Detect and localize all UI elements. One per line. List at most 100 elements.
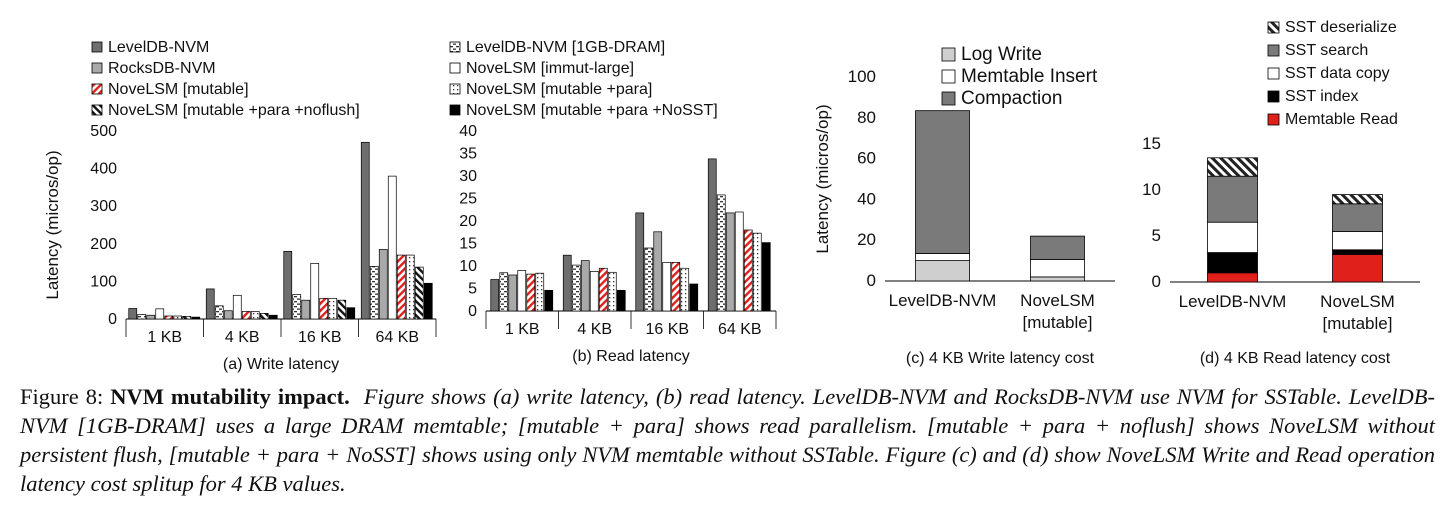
bar [653, 231, 663, 312]
bar [598, 267, 608, 312]
tick-label: 0 [108, 311, 117, 328]
bar [164, 315, 174, 320]
legend-left: LevelDB-NVM RocksDB-NVM NoveLSM [mutable] N… [91, 39, 360, 119]
bar [173, 315, 183, 320]
bar [562, 254, 572, 312]
bar [250, 311, 260, 320]
category-label: LevelDB-NVM [889, 291, 997, 310]
tick-label: 10 [1142, 180, 1161, 199]
chart-read-latency: 0 5 10 15 20 25 30 35 40 1 KB 4 KB 16 KB 64 KB (b) Re… [459, 123, 777, 365]
stacked-segment [1207, 221, 1258, 253]
legend-swatch [91, 62, 103, 74]
legend-swatch [941, 91, 956, 106]
legend-label: NoveLSM [immut-large] [466, 60, 634, 77]
stacked-segment [915, 260, 970, 282]
stacked-segment [1332, 194, 1383, 205]
category-label: 64 KB [718, 321, 762, 338]
legend-swatch [941, 69, 956, 84]
tick-label: 30 [459, 168, 477, 185]
bar [716, 194, 726, 312]
legend-label: SST deserialize [1285, 19, 1397, 36]
legend-swatch [449, 104, 461, 116]
tick-label: 40 [857, 189, 876, 208]
legend-label: Compaction [961, 88, 1062, 109]
panel-caption: (d) 4 KB Read latency cost [1200, 350, 1391, 367]
legend-swatch [449, 41, 461, 53]
tick-label: 35 [459, 146, 477, 163]
bar [535, 272, 545, 312]
bar [635, 212, 645, 312]
chart-write-latency-cost: 0 20 40 60 80 100 Latency (micros/op) LevelDB-N… [813, 44, 1115, 367]
legend-swatch [1267, 21, 1280, 34]
bar [580, 260, 590, 312]
legend-swatch [1267, 113, 1280, 126]
tick-label: 20 [459, 213, 477, 230]
figure-8: LevelDB-NVM RocksDB-NVM NoveLSM [mutable] N… [43, 19, 1420, 373]
stacked-segment [1030, 259, 1085, 278]
stacked-segment [1030, 276, 1085, 282]
stacked-segment [1030, 235, 1085, 260]
bar [155, 308, 165, 320]
category-label: 16 KB [645, 321, 689, 338]
legend-label: RocksDB-NVM [108, 60, 216, 77]
bar [405, 254, 415, 320]
legend-label: LevelDB-NVM [108, 39, 209, 56]
legend-label: SST search [1285, 42, 1368, 59]
tick-label: 10 [459, 258, 477, 275]
bar [707, 158, 717, 312]
figure-caption: Figure 8: NVM mutability impact. Figure … [20, 382, 1435, 498]
legend-label: NoveLSM [mutable +para] [466, 81, 652, 98]
tick-label: 20 [857, 230, 876, 249]
axis-title: Latency (micros/op) [43, 150, 62, 299]
bar [283, 250, 293, 320]
bar [508, 274, 518, 312]
legend-swatch [91, 83, 103, 95]
bar [662, 262, 672, 312]
tick-label: 0 [867, 271, 876, 290]
stacked-segment [915, 110, 970, 254]
caption-label: Figure 8: [20, 384, 111, 409]
bar [589, 271, 599, 312]
bar [689, 283, 699, 312]
stacked-segment [1207, 175, 1258, 223]
bar [310, 263, 320, 320]
bar [423, 282, 433, 320]
legend-swatch [91, 104, 103, 116]
bar [319, 297, 329, 320]
bar [292, 294, 302, 320]
stacked-segment [1207, 252, 1258, 274]
bar [680, 267, 690, 312]
stacked-segment [1207, 157, 1258, 177]
panel-caption: (b) Read latency [572, 348, 689, 365]
bar [734, 211, 744, 312]
bar [490, 279, 500, 312]
bar [214, 305, 224, 320]
legend-right: LevelDB-NVM [1GB-DRAM] NoveLSM [immut-lar… [449, 39, 718, 119]
bar [644, 247, 654, 312]
bar [328, 297, 338, 320]
bar [268, 314, 278, 320]
category-label: 1 KB [505, 321, 540, 338]
bar [128, 308, 138, 320]
legend-label: NoveLSM [mutable +para +NoSST] [466, 102, 718, 119]
bar [205, 288, 215, 320]
bar [544, 289, 554, 312]
axis-title: Latency (micros/op) [813, 104, 832, 253]
legend-swatch [449, 83, 461, 95]
bar [752, 232, 762, 312]
bar [146, 314, 156, 320]
legend-swatch [941, 47, 956, 62]
tick-label: 0 [1152, 272, 1161, 291]
chart-write-latency: 0 100 200 300 400 500 Latency (micros/op) 1 KB 4… [43, 123, 437, 373]
legend-swatch [449, 62, 461, 74]
bar [607, 271, 617, 312]
legend-label: NoveLSM [mutable +para +noflush] [108, 102, 360, 119]
legend-label: Log Write [961, 44, 1042, 65]
legend-label: Memtable Insert [961, 66, 1098, 87]
category-label: 4 KB [577, 321, 612, 338]
stacked-segment [1332, 230, 1383, 251]
tick-label: 5 [468, 281, 477, 298]
category-label: NoveLSM [1320, 292, 1395, 311]
bar [259, 313, 269, 320]
bar [301, 299, 311, 320]
